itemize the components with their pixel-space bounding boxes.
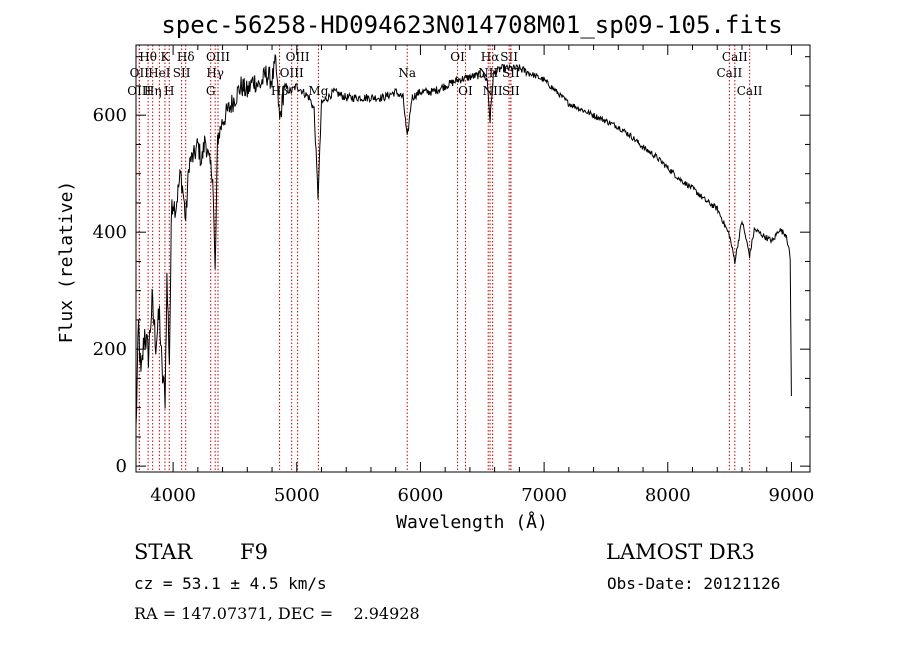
spectrum-layer	[135, 54, 792, 427]
spectral-line-label: OI	[458, 84, 473, 98]
coordinates-text: RA = 147.07371, DEC = 2.94928	[134, 604, 420, 623]
spectral-line-label: SII	[502, 84, 520, 98]
spectral-line-label: Hα	[481, 50, 500, 64]
y-tick-label: 600	[93, 105, 127, 126]
y-tick-label: 400	[93, 222, 127, 243]
x-tick-label: 6000	[398, 485, 444, 506]
x-tick-label: 7000	[521, 485, 567, 506]
x-tick-label: 4000	[150, 485, 196, 506]
spectral-line-label: CaII	[716, 66, 742, 80]
spectral-line-label: CaII	[737, 84, 763, 98]
spectral-line-label: OIII	[280, 66, 304, 80]
spectral-line-label: OIII	[286, 50, 310, 64]
spectral-line-label: H	[164, 84, 174, 98]
y-axis-label: Flux (relative)	[56, 181, 77, 344]
spectral-line-label: OIII	[206, 50, 230, 64]
y-tick-label: 200	[93, 339, 127, 360]
spectral-line-label: SII	[173, 66, 191, 80]
spectral-line-label: Hη	[144, 84, 162, 98]
spectral-line-label: K	[160, 50, 170, 64]
spectral-line-label: SII	[500, 50, 518, 64]
spectral-line-label: HeI	[148, 66, 171, 80]
x-tick-label: 5000	[274, 485, 320, 506]
x-tick-label: 8000	[645, 485, 691, 506]
object-class: STAR	[134, 540, 193, 564]
obs-date-text: Obs-Date: 20121126	[607, 574, 781, 593]
plot-frame	[135, 44, 811, 473]
spectral-line-label: Hβ	[271, 84, 288, 98]
y-tick-label: 0	[116, 456, 127, 477]
spectral-line-label: OI	[450, 50, 465, 64]
x-tick-label: 9000	[769, 485, 815, 506]
flux-series-line	[135, 54, 792, 427]
x-axis-label: Wavelength (Å)	[396, 511, 548, 533]
survey-name: LAMOST DR3	[606, 540, 755, 564]
object-subclass: F9	[240, 540, 268, 564]
spectral-line-label: Hθ	[139, 50, 157, 64]
spectral-line-label: Hδ	[177, 50, 195, 64]
spectral-line-label: Hγ	[206, 66, 224, 80]
axes-layer: 4000 5000 6000 7000 8000 9000 0 200 400 600	[93, 44, 815, 506]
spectral-line-label: Mg	[308, 84, 328, 98]
spectral-line-label: Na	[398, 66, 416, 80]
spectral-line-label: OIII	[127, 84, 151, 98]
redshift-text: cz = 53.1 ± 4.5 km/s	[134, 574, 327, 593]
chart-title: spec-56258-HD094623N014708M01_sp09-105.f…	[161, 11, 782, 39]
spectral-line-label: G	[206, 84, 216, 98]
spectral-line-label: CaII	[722, 50, 748, 64]
